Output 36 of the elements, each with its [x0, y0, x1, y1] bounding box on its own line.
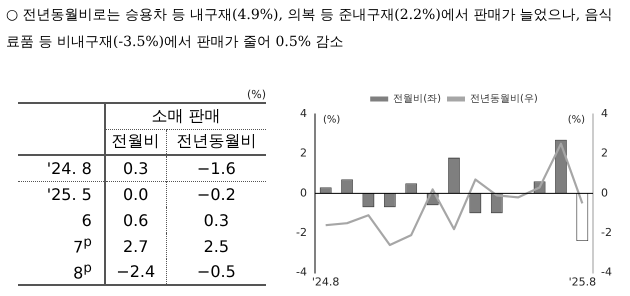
- text: '24. 8: [18, 155, 105, 181]
- text: −0.2: [196, 184, 237, 206]
- text: 7$^{p}$: [18, 233, 105, 259]
- text: −1.6: [196, 158, 237, 180]
- legend-label: 전년동월비(우): [470, 94, 538, 105]
- y-tick-label: 2: [300, 146, 307, 160]
- y2-tick-label: 2: [601, 146, 608, 160]
- text: 0.3: [202, 210, 230, 232]
- y2-axis-title: (%): [568, 114, 586, 126]
- chart-title: ○ 전년동월비로는 승용차 등 내구재(4.9%), 의복 등 준내구재(2.2%)에서 판매가 늘었으나, 음식료품 등 비내구재(-3.5%)에서 판매가 줄어 0.5% 감소: [6, 6, 614, 52]
- text: −2.4: [104, 259, 166, 285]
- text: (%): [246, 88, 266, 102]
- text: −0.5: [196, 261, 237, 283]
- y2-tick-label: -4: [601, 266, 612, 279]
- x-tick-label: '24.8: [312, 275, 340, 288]
- text: 2.5: [202, 236, 230, 258]
- text: '25. 5: [18, 181, 105, 207]
- y2-tick-label: 0: [601, 186, 608, 200]
- y2-tick-label: -2: [601, 226, 612, 239]
- text: 소매 판매: [104, 103, 266, 129]
- y-tick-label: 4: [300, 106, 307, 120]
- text: 0.6: [104, 207, 166, 233]
- legend-label: 전월비(좌): [393, 94, 442, 105]
- y-axis-title: (%): [322, 114, 340, 126]
- x-tick-label: '25.8: [568, 275, 596, 288]
- y-tick-label: -2: [296, 226, 307, 239]
- y-tick-label: 0: [300, 186, 307, 200]
- text: 0.0: [104, 181, 166, 207]
- y2-tick-label: 4: [601, 106, 608, 120]
- text: 전년동월비: [175, 130, 258, 152]
- text: 2.7: [104, 233, 166, 259]
- text: 0.3: [104, 155, 166, 181]
- text: 6: [18, 207, 105, 233]
- text: 전월비: [104, 129, 166, 155]
- y-tick-label: -4: [296, 266, 307, 279]
- text: 8$^{p}$: [18, 259, 105, 285]
